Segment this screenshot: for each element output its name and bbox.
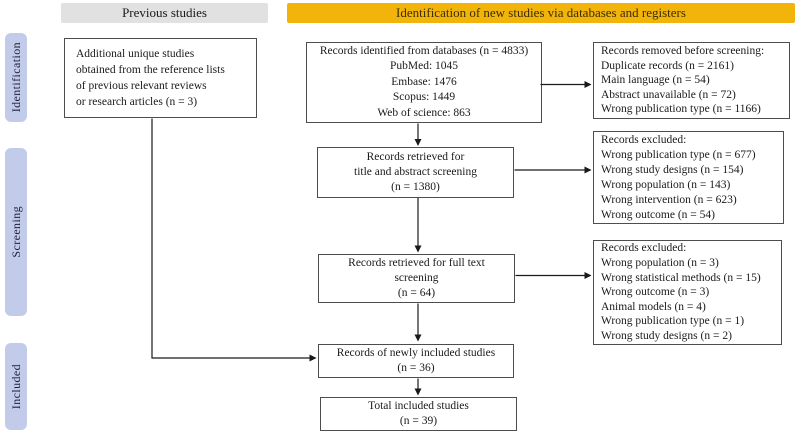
box-text-line: Wrong study designs (n = 2) — [601, 329, 732, 342]
box-text-line: Wrong population (n = 3) — [601, 257, 719, 270]
box-text-line: Wrong publication type (n = 1) — [601, 315, 745, 328]
box-text-line: Records identified from databases (n = 4… — [319, 44, 529, 57]
box-text-line: Records retrieved for full text — [348, 257, 485, 269]
box-text-line: Scopus: 1449 — [392, 91, 456, 104]
header-identification-new-studies-label: Identification of new studies via databa… — [396, 5, 686, 20]
box-text-line: Wrong publication type (n = 1166) — [601, 103, 761, 116]
stage-included-label: Included — [8, 363, 23, 410]
box-text-line: (n = 64) — [397, 287, 436, 299]
stage-screening-label: Screening — [8, 206, 23, 258]
box-title-abstract-screening: Records retrieved for title and abstract … — [317, 147, 514, 198]
header-previous-studies: Previous studies — [61, 3, 268, 23]
box-text-line: (n = 39) — [399, 415, 438, 427]
box-text-line: Animal models (n = 4) — [601, 300, 706, 313]
box-text-line: Wrong outcome (n = 54) — [601, 208, 715, 221]
box-text-line: Total included studies — [368, 399, 469, 412]
box-text-line: Records retrieved for — [366, 151, 465, 163]
box-text-line: obtained from the reference lists — [76, 64, 225, 76]
box-records-removed: Records removed before screening: Duplica… — [593, 42, 790, 119]
box-text-line: Wrong outcome (n = 3) — [601, 286, 710, 299]
box-excluded-title-abstract: Records excluded: Wrong publication type … — [593, 131, 784, 224]
header-previous-studies-label: Previous studies — [122, 5, 207, 20]
stage-identification-label: Identification — [8, 42, 23, 113]
stage-identification: Identification — [5, 33, 27, 122]
box-additional-studies: Additional unique studies obtained from t… — [64, 38, 257, 118]
stage-screening: Screening — [5, 148, 27, 316]
box-text-line: Records removed before screening: — [601, 45, 765, 58]
box-text-line: or research articles (n = 3) — [76, 96, 198, 108]
box-text-line: Embase: 1476 — [391, 75, 457, 88]
box-text-line: Duplicate records (n = 2161) — [601, 59, 734, 72]
box-text-line: (n = 1380) — [391, 181, 440, 193]
box-text-line: screening — [394, 272, 439, 284]
stage-included: Included — [5, 343, 27, 430]
box-full-text-screening: Records retrieved for full text screening… — [318, 254, 515, 303]
header-identification-new-studies: Identification of new studies via databa… — [287, 3, 795, 23]
box-text-line: Records excluded: — [601, 242, 687, 255]
box-newly-included: Records of newly included studies (n = 36… — [318, 344, 514, 378]
box-text-line: Wrong statistical methods (n = 15) — [601, 271, 761, 284]
box-text-line: Wrong population (n = 143) — [601, 178, 731, 191]
box-text-line: title and abstract screening — [354, 166, 477, 178]
box-text-line: Wrong publication type (n = 677) — [601, 148, 756, 161]
box-text-line: Web of science: 863 — [377, 106, 471, 119]
box-text-line: Additional unique studies — [76, 48, 195, 60]
box-text-line: Records of newly included studies — [336, 346, 496, 359]
box-text-line: Wrong intervention (n = 623) — [601, 193, 737, 206]
box-text-line: PubMed: 1045 — [389, 60, 459, 73]
box-text-line: (n = 36) — [397, 362, 435, 374]
box-text-line: Records excluded: — [601, 133, 687, 146]
box-text-line: Abstract unavailable (n = 72) — [601, 88, 736, 101]
box-text-line: of previous relevant reviews — [76, 80, 207, 92]
box-text-line: Wrong study designs (n = 154) — [601, 163, 744, 176]
box-records-identified: Records identified from databases (n = 4… — [306, 42, 542, 123]
arrow-additional-to-newly-included — [151, 118, 317, 362]
box-excluded-full-text: Records excluded: Wrong population (n = 3… — [593, 240, 782, 345]
box-total-included: Total included studies (n = 39) — [320, 397, 517, 431]
box-text-line: Main language (n = 54) — [601, 74, 710, 87]
